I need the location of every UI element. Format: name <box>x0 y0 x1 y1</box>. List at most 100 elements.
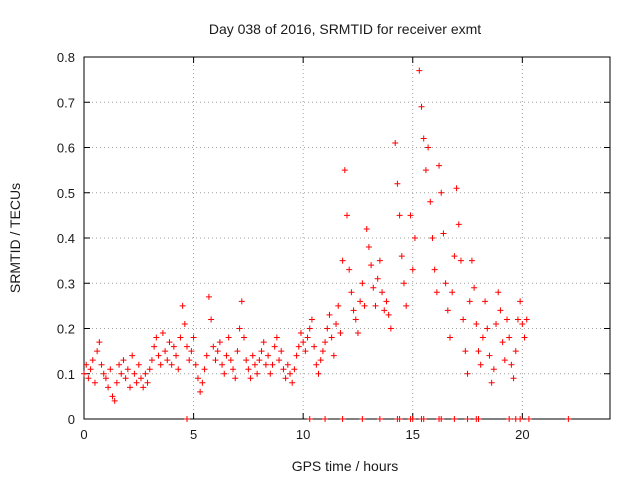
data-point <box>210 343 217 350</box>
data-point <box>335 302 342 309</box>
data-point <box>429 235 436 241</box>
data-point <box>287 370 294 377</box>
data-point <box>135 361 142 368</box>
data-point <box>464 370 471 377</box>
data-point <box>300 339 307 346</box>
x-tick-label: 10 <box>296 427 310 442</box>
data-point <box>372 302 379 309</box>
data-point <box>238 298 245 305</box>
data-point <box>365 244 372 251</box>
data-point <box>501 357 508 364</box>
data-point <box>330 352 337 359</box>
data-point <box>151 343 158 350</box>
data-point <box>319 348 326 355</box>
data-point <box>297 330 304 337</box>
data-point <box>91 379 98 386</box>
data-point <box>517 416 524 422</box>
data-point <box>144 379 151 386</box>
data-point <box>488 379 495 386</box>
data-point <box>148 357 155 364</box>
data-point <box>510 375 517 382</box>
data-point <box>471 284 478 291</box>
data-point <box>368 262 375 269</box>
data-point <box>398 253 405 260</box>
data-point <box>142 370 149 377</box>
data-point <box>431 266 438 273</box>
data-point <box>81 370 87 377</box>
data-point <box>352 316 359 323</box>
data-point <box>394 180 401 187</box>
data-point <box>464 416 471 422</box>
data-point <box>348 289 355 296</box>
data-point <box>503 316 510 323</box>
data-point <box>291 366 298 373</box>
data-point <box>326 311 333 318</box>
data-point <box>155 352 162 359</box>
data-point <box>427 198 434 205</box>
data-point <box>243 357 250 364</box>
data-point <box>295 343 302 350</box>
data-point <box>251 361 258 368</box>
data-point <box>512 348 519 355</box>
data-point <box>280 366 287 373</box>
data-point <box>438 416 445 422</box>
data-point <box>113 379 120 386</box>
data-point <box>517 298 524 305</box>
data-point <box>258 348 265 355</box>
data-point <box>324 325 331 332</box>
data-point <box>164 357 171 364</box>
data-point <box>315 370 322 377</box>
data-point <box>265 352 272 359</box>
data-point <box>157 361 164 368</box>
data-point <box>166 339 173 346</box>
data-point <box>219 361 226 368</box>
data-point <box>379 289 386 296</box>
data-point <box>223 352 230 359</box>
data-point <box>322 339 329 346</box>
data-point <box>403 302 410 309</box>
data-point <box>396 212 403 219</box>
data-point <box>370 284 377 291</box>
data-point <box>339 257 346 264</box>
data-point <box>133 379 140 386</box>
data-point <box>302 348 309 355</box>
data-point <box>350 307 357 314</box>
data-point <box>468 257 475 264</box>
data-point <box>376 416 383 422</box>
data-point <box>236 325 243 332</box>
data-point <box>376 257 383 264</box>
data-point <box>245 366 252 373</box>
data-point <box>457 257 464 264</box>
data-point <box>109 393 116 400</box>
data-point <box>482 298 489 305</box>
data-point <box>477 361 484 368</box>
y-tick-label: 0.1 <box>57 367 75 382</box>
data-point <box>284 361 291 368</box>
data-points <box>81 67 572 422</box>
data-point <box>436 162 443 169</box>
data-point <box>212 357 219 364</box>
data-point <box>256 357 263 364</box>
data-point <box>313 361 320 368</box>
data-point <box>422 167 429 174</box>
data-point <box>381 307 388 314</box>
data-point <box>514 316 521 323</box>
data-point <box>473 320 480 327</box>
data-point <box>409 416 416 422</box>
y-tick-label: 0.8 <box>57 50 75 65</box>
data-point <box>96 339 103 346</box>
data-point <box>137 375 144 382</box>
data-point <box>262 361 269 368</box>
data-point <box>249 352 256 359</box>
data-point <box>451 416 458 422</box>
data-point <box>102 375 109 382</box>
data-point <box>383 298 390 305</box>
data-point <box>499 339 506 346</box>
data-point <box>127 384 134 391</box>
data-point <box>267 370 274 377</box>
data-point <box>105 384 112 391</box>
data-point <box>392 139 399 146</box>
data-point <box>337 330 344 337</box>
data-point <box>131 370 138 377</box>
data-point <box>374 275 381 282</box>
